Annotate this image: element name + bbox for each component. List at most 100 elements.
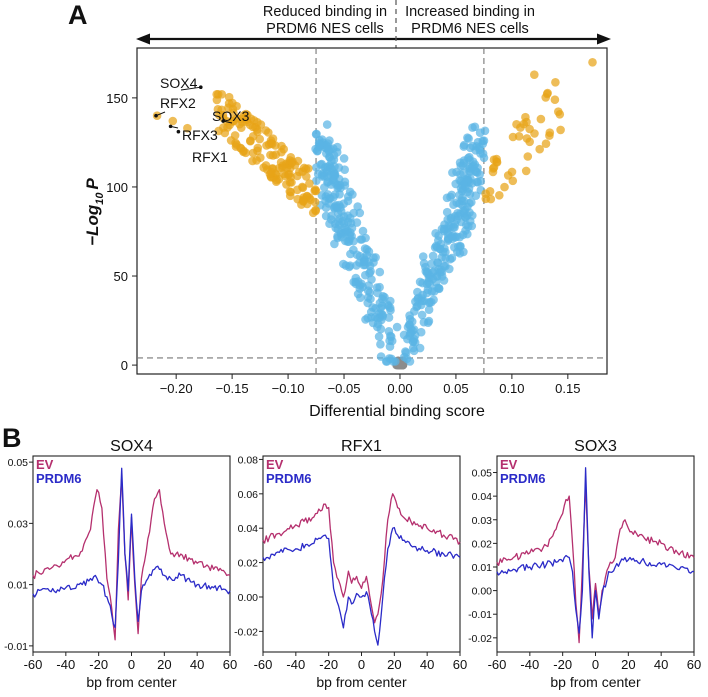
data-point-735 [556,126,565,135]
y-tick-label-rfx1-4: 0.06 [238,489,259,501]
y-tick-label-1: 50 [114,269,128,284]
data-point-695 [239,148,248,157]
y-tick-label-sox3-2: 0.00 [472,586,493,598]
y-tick-label-sox3-6: 0.04 [472,491,493,503]
y-tick-label-sox3-1: -0.01 [468,609,492,621]
data-point-561 [378,312,387,321]
data-point-717 [262,126,271,135]
x-tick-label-rfx1-5: 40 [420,657,434,672]
profile-title-rfx1: RFX1 [341,438,382,455]
y-tick-label-sox3-3: 0.01 [472,562,493,574]
data-point-446 [463,230,472,239]
data-point-750 [508,168,517,177]
data-point-715 [286,187,295,196]
data-point-354 [361,244,370,253]
data-point-460 [323,120,332,129]
label-marker-sox4 [199,85,203,89]
data-point-351 [416,278,425,287]
data-point-385 [413,288,422,297]
x-tick-label-sox4-4: 20 [157,657,171,672]
x-tick-label-rfx1-2: -20 [319,657,338,672]
x-tick-label-rfx1-1: -40 [286,657,305,672]
profile-title-sox3: SOX3 [574,438,617,455]
data-point-708 [267,139,276,148]
data-point-275 [376,268,385,277]
x-tick-label-sox3-6: 60 [687,657,701,672]
data-point-570 [459,162,468,171]
data-point-161 [393,323,402,332]
data-point-519 [331,178,340,187]
x-tick-label-2: −0.10 [272,381,305,396]
data-point-462 [376,340,385,349]
data-point-759 [500,183,509,192]
data-point-721 [303,192,312,201]
x-tick-label-sox3-3: 0 [592,657,599,672]
data-point-742 [551,95,560,104]
data-point-496 [424,318,433,327]
x-tick-label-5: 0.05 [443,381,468,396]
data-point-422 [453,248,462,257]
data-point-318 [363,299,372,308]
data-point-562 [426,280,435,289]
y-label-log: −Log [83,204,102,246]
data-point-513 [325,194,334,203]
data-point-477 [367,308,376,317]
annotation-increased-line2: PRDM6 NES cells [411,21,529,37]
data-point-551 [317,160,326,169]
data-point-722 [231,139,240,148]
data-point-567 [352,280,361,289]
data-point-740 [523,134,532,143]
data-point-761 [556,110,565,119]
data-point-532 [432,242,441,251]
data-point-629 [272,150,281,159]
data-point-703 [310,187,319,196]
data-point-707 [252,156,261,165]
volcano-panel: A Reduced binding in PRDM6 NES cells Inc… [68,0,611,420]
point-label-rfx3: RFX3 [182,127,218,143]
x-tick-label-rfx1-6: 60 [453,657,467,672]
x-tick-label-sox4-6: 60 [223,657,237,672]
data-point-723 [309,209,318,218]
x-tick-label-sox4-1: -40 [56,657,75,672]
data-point-484 [367,275,376,284]
data-point-304 [377,352,386,361]
y-tick-label-rfx1-3: 0.04 [238,523,259,535]
data-point-488 [330,204,339,213]
data-point-749 [525,125,534,134]
label-marker-rfx2 [154,114,158,118]
x-tick-label-sox4-2: -20 [89,657,108,672]
data-point-538 [425,298,434,307]
x-tick-label-sox4-3: 0 [128,657,135,672]
point-label-rfx2: RFX2 [160,95,196,111]
data-point-771 [530,70,539,79]
panel-label-b: B [2,423,22,453]
data-point-768 [169,117,178,126]
data-point-463 [405,321,414,330]
data-point-763 [512,120,521,129]
data-point-518 [405,311,414,320]
y-tick-label-rfx1-0: -0.02 [234,626,258,638]
volcano-x-axis-label: Differential binding score [309,403,485,420]
data-point-762 [551,78,560,87]
data-point-731 [537,115,546,124]
data-point-704 [268,164,277,173]
x-tick-label-rfx1-0: -60 [254,657,273,672]
data-point-764 [535,145,544,154]
legend-prdm6-rfx1: PRDM6 [266,471,312,486]
data-point-751 [509,177,518,186]
y-tick-label-sox4-0: -0.01 [4,641,28,653]
y-label-p: P [83,178,102,190]
data-point-716 [305,179,314,188]
panel-label-a: A [68,0,88,30]
data-point-524 [473,168,482,177]
data-point-556 [330,162,339,171]
x-tick-label-sox4-5: 40 [190,657,204,672]
data-point-711 [253,118,262,127]
data-point-563 [312,130,321,139]
data-point-696 [311,198,320,207]
data-point-418 [443,208,452,217]
